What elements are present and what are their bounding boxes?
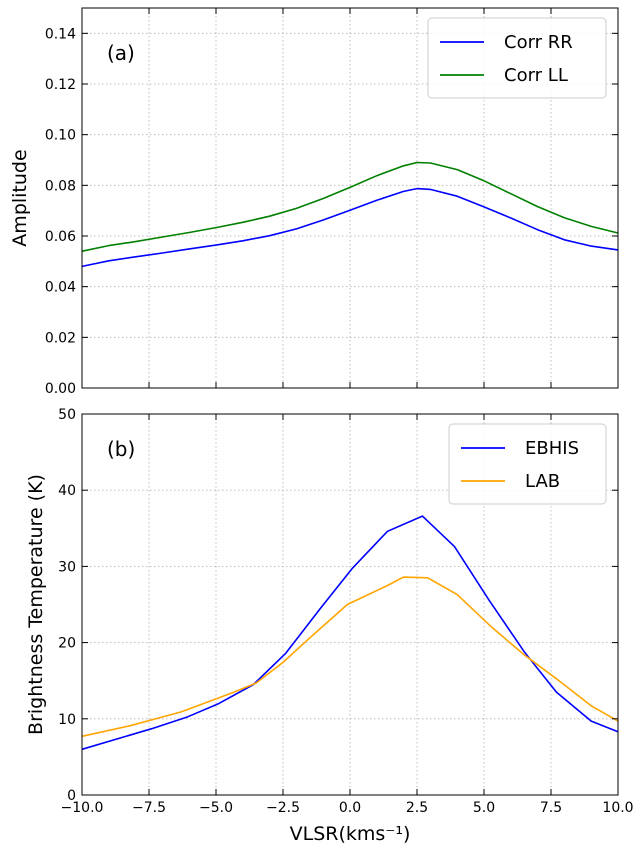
x-tick-label: 2.5 [406, 800, 428, 816]
legend-b: EBHIS LAB [448, 423, 607, 505]
y-tick-label: 0.04 [45, 280, 76, 296]
y-axis-label-a: Amplitude [9, 149, 31, 246]
legend-label: Corr LL [504, 65, 568, 86]
y-tick-label: 0.12 [45, 77, 76, 93]
x-tick-label: −10.0 [61, 800, 104, 816]
series-group-b [81, 515, 619, 751]
y-tick-label: 0.14 [45, 26, 76, 42]
ticks-a: 0.00 0.02 0.04 0.06 0.08 0.10 0.12 0.14 [45, 8, 619, 397]
x-tick-label: −7.5 [132, 800, 166, 816]
ticks-b: 0 10 20 30 40 50 −10.0 −7.5 −5.0 −2.5 0.0 2.5 5.0 7.5… [58, 407, 633, 816]
x-tick-label: −5.0 [199, 800, 233, 816]
x-tick-label: −2.5 [266, 800, 300, 816]
legend-label: Corr RR [504, 32, 573, 53]
series-line [81, 515, 619, 751]
series-line [81, 576, 619, 738]
legend-a: Corr RR Corr LL [427, 17, 607, 99]
y-tick-label: 0.10 [45, 128, 76, 144]
y-tick-label: 40 [58, 483, 76, 499]
panel-label-b: (b) [107, 437, 135, 461]
y-tick-label: 0.00 [45, 381, 76, 397]
panel-b: 0 10 20 30 40 50 −10.0 −7.5 −5.0 −2.5 0.0 2.5 5.0 7.5… [25, 407, 634, 845]
y-tick-label: 10 [58, 712, 76, 728]
panel-label-a: (a) [107, 41, 135, 65]
series-line [81, 161, 619, 252]
legend-box [448, 423, 607, 505]
legend-label: EBHIS [525, 438, 579, 459]
y-tick-label: 0.02 [45, 330, 76, 346]
y-axis-label-b: Brightness Temperature (K) [25, 474, 47, 735]
x-tick-label: 0.0 [339, 800, 361, 816]
y-tick-label: 50 [58, 407, 76, 423]
y-tick-label: 0 [67, 788, 76, 804]
y-tick-label: 0.06 [45, 229, 76, 245]
legend-box [427, 17, 607, 99]
x-tick-label: 5.0 [473, 800, 495, 816]
y-tick-label: 30 [58, 559, 76, 575]
series-group-a [81, 161, 619, 268]
y-tick-label: 20 [58, 636, 76, 652]
panel-a: 0.00 0.02 0.04 0.06 0.08 0.10 0.12 0.14 (a) Amp… [9, 7, 619, 397]
legend-label: LAB [525, 471, 560, 492]
series-line [81, 187, 619, 268]
x-tick-label: 7.5 [540, 800, 562, 816]
x-axis-label: VLSR(kms⁻¹) [290, 823, 411, 845]
x-tick-label: 10.0 [602, 800, 633, 816]
y-tick-label: 0.08 [45, 178, 76, 194]
